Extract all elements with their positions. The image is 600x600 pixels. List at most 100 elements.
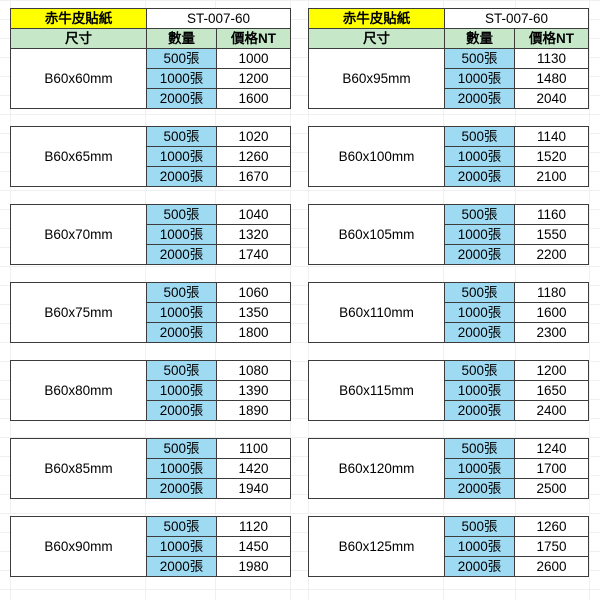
price-value: 1140 (514, 126, 589, 147)
block-spacer (308, 343, 588, 360)
table-row: 1000張 1520 (309, 146, 589, 167)
quantity-label: 2000張 (146, 166, 217, 187)
price-block: B60x85mm 500張 1100 1000張 1420 2000張 1940 (10, 438, 291, 499)
price-value: 1260 (514, 516, 589, 537)
block-spacer (308, 265, 588, 282)
price-value: 1670 (216, 166, 291, 187)
table-row: B60x105mm 500張 1160 (308, 204, 589, 265)
table-row: B60x110mm 500張 1180 (308, 282, 589, 343)
quantity-label: 500張 (146, 204, 217, 225)
price-value: 2100 (514, 166, 589, 187)
quantity-label: 500張 (444, 438, 515, 459)
price-value: 1200 (514, 360, 589, 381)
block-spacer (308, 499, 588, 516)
quantity-label: 1000張 (146, 146, 217, 167)
price-value: 1180 (514, 282, 589, 303)
quantity-label: 500張 (146, 360, 217, 381)
block-spacer (10, 187, 290, 204)
product-code: ST-007-60 (443, 8, 590, 29)
quantity-label: 1000張 (444, 458, 515, 479)
size-label: B60x75mm (10, 282, 147, 343)
quantity-label: 1000張 (444, 380, 515, 401)
column-header-size: 尺寸 (10, 28, 147, 49)
table-row: 2000張 2400 (309, 400, 589, 421)
table-row: 2000張 1890 (11, 400, 291, 421)
table-row: 2000張 1800 (11, 322, 291, 343)
price-value: 2200 (514, 244, 589, 265)
quantity-label: 2000張 (444, 400, 515, 421)
quantity-label: 1000張 (146, 302, 217, 323)
size-label: B60x70mm (10, 204, 147, 265)
column-header-quantity: 數量 (444, 28, 515, 49)
price-block: 赤牛皮貼紙 ST-007-60 尺寸 數量 價格NT B60x95mm 500張 1130 10… (308, 8, 590, 109)
size-label: B60x115mm (308, 360, 445, 421)
price-value: 1650 (514, 380, 589, 401)
size-label: B60x100mm (308, 126, 445, 187)
table-row: B60x120mm 500張 1240 (308, 438, 589, 499)
price-block: B60x75mm 500張 1060 1000張 1350 2000張 1800 (10, 282, 291, 343)
quantity-label: 2000張 (146, 478, 217, 499)
quantity-label: 2000張 (146, 244, 217, 265)
table-row: 2000張 1600 (11, 88, 292, 109)
price-table-right-column: 赤牛皮貼紙 ST-007-60 尺寸 數量 價格NT B60x95mm 500張 1130 10… (308, 8, 590, 600)
table-row: B60x100mm 500張 1140 (308, 126, 589, 187)
table-row: 1000張 1750 (309, 536, 589, 557)
quantity-label: 1000張 (444, 146, 515, 167)
price-block: B60x90mm 500張 1120 1000張 1450 2000張 1980 (10, 516, 291, 577)
size-label: B60x110mm (308, 282, 445, 343)
table-row: 1000張 1550 (309, 224, 589, 245)
quantity-label: 2000張 (444, 322, 515, 343)
block-spacer (10, 499, 290, 516)
price-value: 1890 (216, 400, 291, 421)
table-row: 1000張 1650 (309, 380, 589, 401)
brand-label: 赤牛皮貼紙 (308, 8, 445, 29)
table-row: B60x75mm 500張 1060 (10, 282, 291, 343)
column-header-quantity: 數量 (146, 28, 217, 49)
table-row: B60x95mm 500張 1130 (308, 48, 590, 109)
table-row: 1000張 1320 (11, 224, 291, 245)
quantity-label: 2000張 (444, 88, 515, 109)
table-row: 1000張 1200 (11, 68, 292, 89)
quantity-label: 1000張 (146, 458, 217, 479)
brand-label: 赤牛皮貼紙 (10, 8, 147, 29)
price-block: B60x65mm 500張 1020 1000張 1260 2000張 1670 (10, 126, 291, 187)
quantity-label: 1000張 (146, 68, 217, 89)
block-spacer (308, 109, 588, 126)
price-value: 2040 (513, 88, 590, 109)
quantity-label: 2000張 (444, 244, 515, 265)
quantity-label: 2000張 (146, 400, 217, 421)
price-value: 2600 (514, 556, 589, 577)
price-value: 1750 (514, 536, 589, 557)
quantity-label: 500張 (146, 48, 217, 69)
size-label: B60x85mm (10, 438, 147, 499)
table-row: B60x125mm 500張 1260 (308, 516, 589, 577)
price-block: B60x125mm 500張 1260 1000張 1750 2000張 2600 (308, 516, 589, 577)
table-row: 1000張 1350 (11, 302, 291, 323)
column-header-row: 尺寸 數量 價格NT (10, 28, 292, 49)
size-label: B60x125mm (308, 516, 445, 577)
brand-header-row: 赤牛皮貼紙 ST-007-60 (308, 8, 590, 29)
table-row: 2000張 2200 (309, 244, 589, 265)
price-value: 1550 (514, 224, 589, 245)
price-value: 1130 (513, 48, 590, 69)
block-spacer (10, 343, 290, 360)
size-label: B60x80mm (10, 360, 147, 421)
table-row: 1000張 1600 (309, 302, 589, 323)
table-row: 1000張 1700 (309, 458, 589, 479)
quantity-label: 500張 (146, 516, 217, 537)
quantity-label: 500張 (444, 516, 515, 537)
table-row: B60x115mm 500張 1200 (308, 360, 589, 421)
price-block: B60x115mm 500張 1200 1000張 1650 2000張 2400 (308, 360, 589, 421)
price-value: 1700 (514, 458, 589, 479)
price-value: 1980 (216, 556, 291, 577)
price-value: 2500 (514, 478, 589, 499)
price-value: 1020 (216, 126, 291, 147)
block-spacer (10, 421, 290, 438)
price-block: B60x110mm 500張 1180 1000張 1600 2000張 2300 (308, 282, 589, 343)
table-row: B60x65mm 500張 1020 (10, 126, 291, 187)
quantity-label: 500張 (444, 48, 515, 69)
table-row: 2000張 2040 (309, 88, 590, 109)
price-value: 1120 (216, 516, 291, 537)
price-block: B60x120mm 500張 1240 1000張 1700 2000張 2500 (308, 438, 589, 499)
price-value: 2400 (514, 400, 589, 421)
